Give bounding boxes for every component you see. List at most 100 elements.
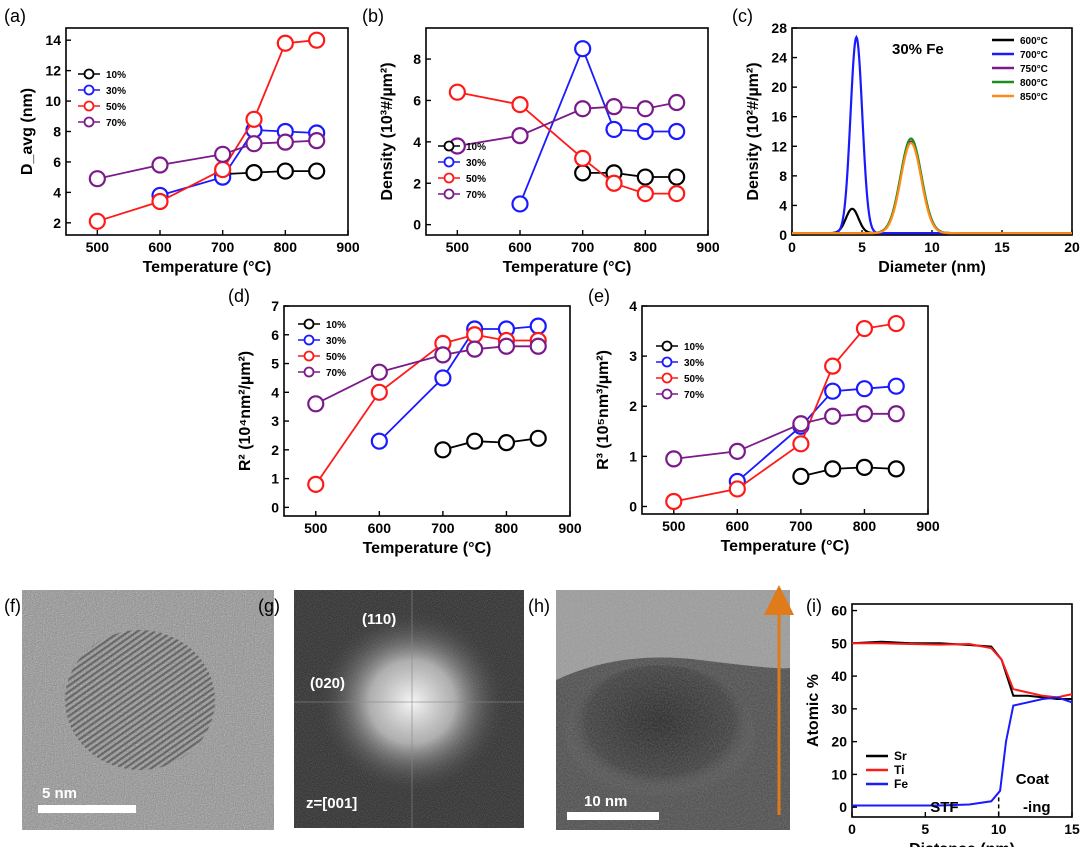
legend-label-50%: 50% [326, 352, 346, 363]
x-tick-label-d: 500 [304, 520, 328, 536]
data-point-50% [636, 185, 654, 203]
panel-f: (f) 5 nm [4, 590, 274, 830]
x-tick-label-e: 700 [789, 518, 813, 534]
legend-label-30%: 30% [106, 86, 126, 97]
y-tick-label-c: 4 [779, 197, 787, 213]
legend-label-Sr: Sr [894, 749, 907, 763]
legend-label-50%: 50% [466, 174, 486, 185]
panel-label-d: (d) [228, 286, 250, 306]
panel-label-i: (i) [806, 596, 822, 616]
y-axis-label-d: R² (10⁴nm²/µm²) [237, 351, 254, 471]
data-point-50% [308, 31, 326, 49]
x-tick-label-a: 800 [274, 239, 298, 255]
data-point-70% [574, 100, 592, 118]
x-tick-label-d: 800 [495, 520, 519, 536]
data-point-70% [668, 93, 686, 112]
annotation-30-fe: 30% Fe [892, 41, 944, 58]
panel-label-e: (e) [588, 286, 610, 306]
data-point-10% [887, 460, 905, 478]
x-tick-label-b: 900 [696, 239, 720, 255]
y-tick-label-d: 5 [271, 356, 279, 372]
legend-marker-10% [443, 140, 455, 152]
legend-marker-30% [83, 84, 95, 96]
x-tick-label-b: 700 [571, 239, 595, 255]
data-point-50% [728, 480, 746, 498]
data-point-50% [466, 326, 484, 344]
y-tick-label-a: 14 [45, 32, 61, 48]
legend-label-700°C: 700°C [1020, 50, 1048, 61]
data-point-10% [276, 162, 294, 180]
legend-marker-10% [83, 68, 95, 80]
legend-label-10%: 10% [466, 142, 486, 153]
data-point-70% [887, 405, 905, 423]
y-tick-label-i: 30 [831, 701, 847, 717]
y-tick-label-a: 10 [45, 93, 61, 109]
data-point-50% [276, 34, 294, 52]
legend-marker-70% [443, 188, 455, 200]
data-point-50% [370, 383, 388, 401]
data-point-10% [434, 441, 452, 459]
data-point-30% [605, 120, 623, 139]
data-point-70% [308, 132, 326, 150]
data-point-50% [792, 435, 810, 453]
series-line-50% [315, 333, 539, 485]
x-tick-label-e: 900 [916, 518, 940, 534]
y-tick-label-c: 8 [779, 168, 787, 184]
y-tick-label-d: 0 [271, 499, 279, 515]
plot-frame-d [283, 305, 571, 517]
x-tick-label-c: 5 [858, 239, 866, 255]
y-tick-label-c: 12 [771, 138, 787, 154]
y-tick-label-e: 4 [629, 298, 637, 314]
series-line-Sr [851, 640, 1072, 700]
x-axis-label-a: Temperature (°C) [143, 259, 272, 276]
y-tick-label-a: 6 [53, 154, 61, 170]
legend-marker-30% [661, 356, 673, 368]
data-point-10% [308, 162, 326, 180]
plot-frame-i [851, 603, 1073, 818]
data-point-70% [792, 415, 810, 433]
plot-frame-a [65, 27, 349, 236]
data-point-10% [466, 432, 484, 450]
legend-label-Ti: Ti [894, 763, 904, 777]
legend-marker-50% [661, 372, 673, 384]
data-point-70% [276, 133, 294, 151]
y-tick-label-c: 0 [779, 227, 787, 243]
x-tick-label-e: 800 [853, 518, 877, 534]
y-tick-label-d: 3 [271, 413, 279, 429]
chart-e: (e) 500 600 700 800 900 0 1 2 3 4 Temperature (°C) R… [588, 286, 940, 555]
legend-label-850°C: 850°C [1020, 92, 1048, 103]
legend-label-50%: 50% [106, 102, 126, 113]
x-tick-label-c: 10 [924, 239, 940, 255]
region-label-coat: Coat [1016, 771, 1049, 788]
x-tick-label-i: 0 [848, 821, 856, 837]
data-point-70% [665, 450, 683, 468]
legend-label-10%: 10% [326, 320, 346, 331]
data-point-70% [728, 442, 746, 460]
legend-marker-70% [83, 116, 95, 128]
legend-label-30%: 30% [466, 158, 486, 169]
y-axis-label-e: R³ (10⁵nm³/µm²) [595, 350, 612, 470]
spot-label-020: (020) [310, 675, 345, 692]
y-axis-label-b: Density (10³#/µm²) [379, 62, 396, 200]
series-line-Ti [852, 642, 1073, 699]
x-axis-label-c: Diameter (nm) [878, 259, 986, 276]
series-line-10% [800, 466, 897, 478]
data-point-70% [466, 340, 484, 358]
data-point-70% [824, 407, 842, 425]
legend-label-50%: 50% [684, 374, 704, 385]
series-line-10% [222, 170, 317, 175]
y-tick-label-e: 3 [629, 348, 637, 364]
x-tick-label-c: 15 [994, 239, 1010, 255]
y-tick-label-b: 2 [413, 175, 421, 191]
plot-frame-e [641, 305, 929, 515]
y-tick-label-i: 0 [839, 799, 847, 815]
data-point-70% [636, 100, 654, 118]
x-tick-label-d: 700 [431, 520, 455, 536]
data-point-50% [668, 185, 686, 203]
y-tick-label-i: 20 [831, 734, 847, 750]
x-tick-label-a: 700 [211, 239, 235, 255]
legend-marker-30% [303, 334, 315, 346]
y-tick-label-b: 8 [413, 51, 421, 67]
x-tick-label-b: 500 [446, 239, 470, 255]
data-point-70% [151, 156, 169, 174]
